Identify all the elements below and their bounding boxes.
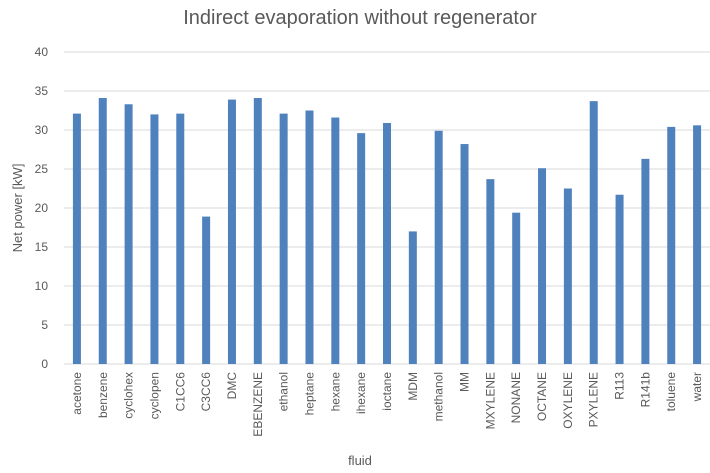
x-tick-label: EBENZENE [251, 372, 265, 437]
x-tick-label: DMC [225, 372, 239, 400]
bar [150, 114, 159, 365]
x-tick-label: ethanol [277, 372, 291, 411]
bar [279, 113, 288, 365]
x-tick-label: water [690, 372, 704, 402]
y-axis-label: Net power [kW] [10, 164, 25, 253]
x-tick-label: MXYLENE [483, 372, 497, 429]
bar [693, 125, 702, 364]
bar [486, 179, 495, 364]
bar [667, 126, 676, 364]
x-tick-label: OCTANE [535, 372, 549, 421]
bar [615, 194, 624, 364]
bar [512, 212, 521, 364]
x-tick-label: hexane [328, 372, 342, 412]
x-tick-label: methanol [432, 372, 446, 421]
bar [98, 98, 107, 365]
x-tick-label: toluene [664, 372, 678, 412]
x-tick-label: NONANE [509, 372, 523, 423]
bar [589, 101, 598, 364]
x-tick-label: ioctane [380, 372, 394, 411]
bar [357, 133, 366, 364]
bar [124, 104, 133, 364]
x-tick-label: C1CC6 [173, 372, 187, 412]
bar [202, 216, 211, 364]
x-tick-label: ihexane [354, 372, 368, 414]
bar [641, 158, 650, 364]
y-tick-label: 0 [41, 357, 48, 371]
bar [383, 122, 391, 364]
x-tick-label: R113 [613, 372, 627, 400]
x-tick-label: C3CC6 [199, 372, 213, 412]
x-tick-label: MM [458, 372, 472, 392]
y-tick-label: 40 [35, 45, 49, 59]
bar [253, 98, 262, 365]
bar [176, 113, 185, 365]
y-tick-label: 35 [35, 84, 49, 98]
chart-title: Indirect evaporation without regenerator [183, 7, 537, 29]
bar [305, 110, 314, 364]
bar [408, 231, 417, 364]
x-tick-label: OXYLENE [561, 372, 575, 429]
bar [563, 188, 572, 364]
y-tick-label: 5 [41, 318, 48, 332]
x-tick-label: cyclopen [147, 372, 161, 419]
bar [227, 99, 236, 364]
x-tick-label: cyclohex [122, 372, 136, 419]
x-tick-label: PXYLENE [587, 372, 601, 427]
x-tick-label: heptane [302, 372, 316, 416]
bar [434, 130, 443, 364]
bar [460, 144, 469, 364]
x-tick-label: MDM [406, 372, 420, 401]
y-tick-label: 10 [35, 279, 49, 293]
bar [538, 168, 547, 364]
x-tick-label: acetone [70, 372, 84, 415]
x-axis-label: fluid [348, 453, 372, 468]
y-tick-label: 15 [35, 240, 49, 254]
x-tick-label: R141b [638, 372, 652, 408]
y-tick-label: 30 [35, 123, 49, 137]
x-tick-label: benzene [96, 372, 110, 418]
bar [72, 113, 81, 365]
y-tick-label: 25 [35, 162, 49, 176]
y-tick-label: 20 [35, 201, 49, 215]
bar [331, 117, 340, 365]
